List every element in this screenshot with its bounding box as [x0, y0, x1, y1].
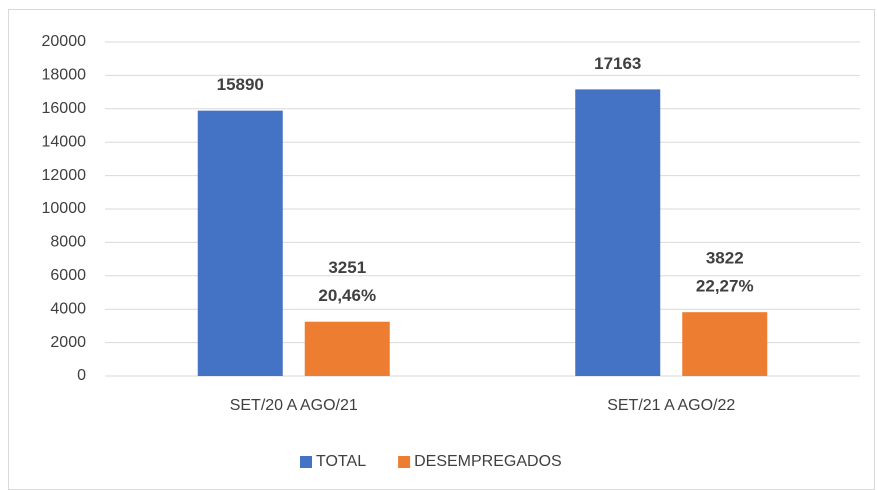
y-tick-label: 4000	[50, 300, 86, 317]
chart-border	[8, 9, 875, 490]
legend-label: DESEMPREGADOS	[414, 453, 562, 470]
y-tick-label: 16000	[42, 100, 87, 117]
x-tick-label: SET/20 A AGO/21	[230, 397, 358, 414]
y-tick-label: 2000	[50, 334, 86, 351]
y-tick-label: 6000	[50, 267, 86, 284]
y-tick-label: 8000	[50, 234, 86, 251]
percent-label: 22,27%	[696, 277, 754, 296]
bar	[575, 89, 661, 376]
x-tick-label: SET/21 A AGO/22	[607, 397, 735, 414]
y-tick-label: 10000	[42, 200, 87, 217]
legend-label: TOTAL	[316, 453, 366, 470]
data-label: 17163	[594, 54, 641, 73]
y-tick-label: 14000	[42, 133, 87, 150]
data-label: 3822	[706, 249, 744, 268]
legend-swatch	[300, 456, 312, 468]
y-tick-label: 18000	[42, 67, 87, 84]
legend-swatch	[398, 456, 411, 468]
y-tick-label: 12000	[42, 167, 87, 184]
bar	[197, 110, 283, 377]
data-label: 3251	[328, 258, 366, 277]
bar	[304, 321, 390, 376]
percent-label: 20,46%	[318, 286, 376, 305]
data-label: 15890	[217, 75, 264, 94]
y-tick-label: 20000	[42, 33, 87, 50]
bar	[682, 312, 768, 376]
y-tick-label: 0	[77, 367, 86, 384]
